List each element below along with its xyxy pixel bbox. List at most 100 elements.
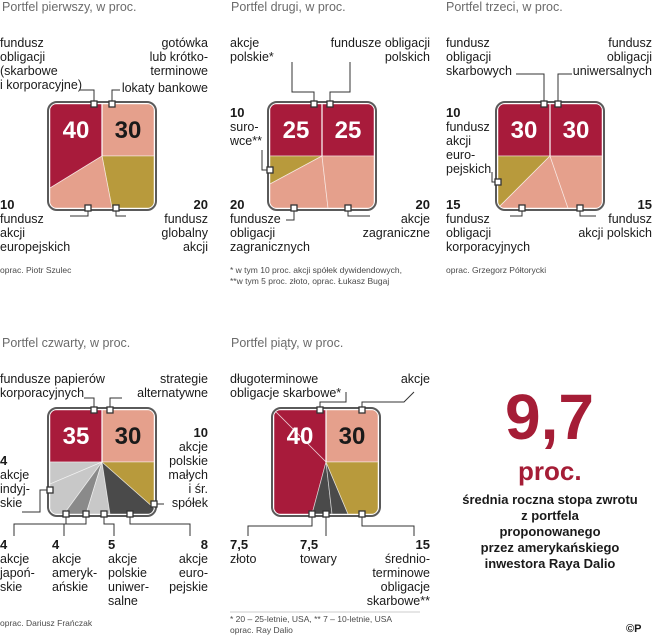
- p3-label-european-equity: 10 fundusz akcji euro- pejskich: [446, 105, 492, 177]
- summary-value: 9,7: [505, 381, 594, 453]
- p4-label-corporate-papers: fundusze papierów korporacyjnych: [0, 372, 105, 400]
- p1-marker-bonds: [90, 100, 98, 108]
- p4-label-us-equity: 4 akcje ameryk- ańskie: [52, 537, 98, 595]
- p4-leader-japanese: [13, 514, 67, 536]
- p2-label-polish-equity: akcje polskie*: [230, 36, 274, 64]
- p5-source: * 20 – 25-letnie, USA, ** 7 – 10-letnie,…: [230, 614, 393, 635]
- portfolio-2-title: Portfel drugi, w proc.: [231, 0, 346, 14]
- p3-slices: [498, 104, 602, 208]
- p3-leader-universal: [557, 73, 572, 104]
- p5-label-mid-bonds: 15 średnio- terminowe obligacje skarbowe*…: [366, 537, 430, 609]
- p1-value-left: 40: [63, 117, 90, 144]
- p1-leader-cash: [111, 89, 120, 104]
- p3-marker-european: [494, 178, 502, 186]
- p5-slice-long-bonds-b: [274, 410, 327, 514]
- p4-marker-corporate: [90, 406, 98, 414]
- p3-marker-treasury: [540, 100, 548, 108]
- publisher-logo: ©P: [626, 623, 642, 635]
- p2-value-right: 25: [335, 117, 362, 144]
- p4-leader-alternative: [109, 397, 122, 410]
- p3-value-left: 30: [511, 117, 538, 144]
- p1-leader-bonds: [80, 89, 95, 104]
- p3-label-treasury-bonds: fundusz obligacji skarbowych: [446, 36, 512, 78]
- p3-leader-treasury: [516, 73, 545, 104]
- p4-marker-alternative: [106, 406, 114, 414]
- p5-label-equity: akcje: [400, 372, 430, 386]
- p2-label-foreign-bonds: 20 fundusze obligacji zagranicznych: [230, 197, 310, 255]
- p4-label-polish-universal: 5 akcje polskie uniwer- salne: [108, 537, 149, 609]
- p2-leader-foreign-bonds: [286, 208, 295, 221]
- p1-marker-european: [84, 204, 92, 212]
- p5-marker-equity: [358, 406, 366, 414]
- p2-source: * w tym 10 proc. akcji spółek dywidendow…: [230, 265, 402, 286]
- p3-marker-polish: [576, 204, 584, 212]
- p4-marker-japanese: [62, 510, 70, 518]
- p2-marker-foreign-bonds: [290, 204, 298, 212]
- p4-marker-us: [82, 510, 90, 518]
- portfolio-4-title: Portfel czwarty, w proc.: [2, 336, 131, 350]
- p5-label-gold: 7,5 złoto: [230, 537, 257, 567]
- p5-marker-mid-bonds: [358, 510, 366, 518]
- p2-label-polish-bonds: fundusze obligacji polskich: [330, 36, 430, 64]
- p3-label-universal-bonds: fundusz obligacji uniwersalnych: [572, 36, 652, 78]
- p1-label-european-equity: 10 fundusz akcji europejskich: [0, 197, 71, 255]
- p5-value-left: 40: [287, 423, 314, 450]
- p3-source: oprac. Grzegorz Półtorycki: [446, 265, 547, 275]
- p4-label-indian-equity: 4 akcje indyj- skie: [0, 453, 30, 511]
- p1-marker-global: [112, 204, 120, 212]
- p3-marker-corporate: [518, 204, 526, 212]
- p3-label-corporate-bonds: 15 fundusz obligacji korporacyjnych: [446, 197, 531, 255]
- p5-value-right: 30: [339, 423, 366, 450]
- p1-slice-european-equity: [50, 155, 113, 208]
- p4-value-right: 30: [115, 423, 142, 450]
- portfolio-5-title: Portfel piąty, w proc.: [231, 336, 344, 350]
- p2-marker-foreign-equity: [344, 204, 352, 212]
- p5-leader-mid-bonds: [361, 514, 415, 536]
- p1-source: oprac. Piotr Szulec: [0, 265, 72, 275]
- p4-slice-polish-small-mid: [100, 461, 154, 509]
- summary-text: średnia roczna stopa zwrotu z portfela p…: [462, 492, 638, 571]
- p1-label-cash: gotówka lub krótko- terminowe: [149, 36, 208, 78]
- p3-slice-polish-equity: [549, 155, 602, 208]
- p4-marker-polish-universal: [100, 510, 108, 518]
- p2-slice-foreign-equity: [321, 155, 374, 208]
- p4-leader-indian: [22, 489, 50, 513]
- p2-value-left: 25: [283, 117, 310, 144]
- p1-label-deposits: lokaty bankowe: [121, 81, 208, 95]
- p4-value-left: 35: [63, 423, 90, 450]
- p5-label-long-bonds: długoterminowe obligacje skarbowe*: [230, 372, 342, 400]
- p4-leader-corporate: [84, 397, 95, 410]
- p1-value-right: 30: [115, 117, 142, 144]
- p5-slice-mid-bonds: [325, 461, 378, 514]
- p1-label-bonds: fundusz obligacji (skarbowe i korporacyj…: [0, 36, 82, 92]
- p4-marker-indian: [46, 486, 54, 494]
- p2-marker-polish-equity: [310, 100, 318, 108]
- p4-slices: [50, 410, 154, 514]
- p5-label-commodities: 7,5 towary: [300, 537, 337, 567]
- p4-leader-us: [63, 514, 87, 536]
- p5-marker-long-bonds: [316, 406, 324, 414]
- p4-marker-european: [126, 510, 134, 518]
- p4-label-japanese-equity: 4 akcje japoń- skie: [0, 537, 35, 595]
- portfolio-3-title: Portfel trzeci, w proc.: [446, 0, 563, 14]
- portfolio-1-title: Portfel pierwszy, w proc.: [2, 0, 137, 14]
- p5-leader-gold: [247, 514, 313, 536]
- p4-source: oprac. Dariusz Frańczak: [0, 618, 93, 628]
- p1-marker-cash: [108, 100, 116, 108]
- p4-leader-polish-universal: [103, 514, 115, 536]
- p3-marker-universal: [554, 100, 562, 108]
- p3-label-polish-equity: 15 fundusz akcji polskich: [578, 197, 652, 241]
- p4-label-polish-small-mid: 10 akcje polskie małych i śr. spółek: [168, 425, 208, 511]
- p2-label-commodities: 10 suro- wce**: [230, 105, 262, 149]
- p4-label-european-equity: 8 akcje euro- pejskie: [169, 537, 208, 595]
- p5-leader-long-bonds: [319, 392, 347, 410]
- p2-leader-polish-equity: [291, 62, 315, 104]
- summary-unit: proc.: [518, 456, 582, 486]
- p3-value-right: 30: [563, 117, 590, 144]
- p5-leader-equity: [361, 391, 415, 410]
- p1-label-global-equity: 20 fundusz globalny akcji: [161, 197, 208, 255]
- p5-slices: [274, 410, 378, 514]
- p2-label-foreign-equity: 20 akcje zagraniczne: [362, 197, 430, 241]
